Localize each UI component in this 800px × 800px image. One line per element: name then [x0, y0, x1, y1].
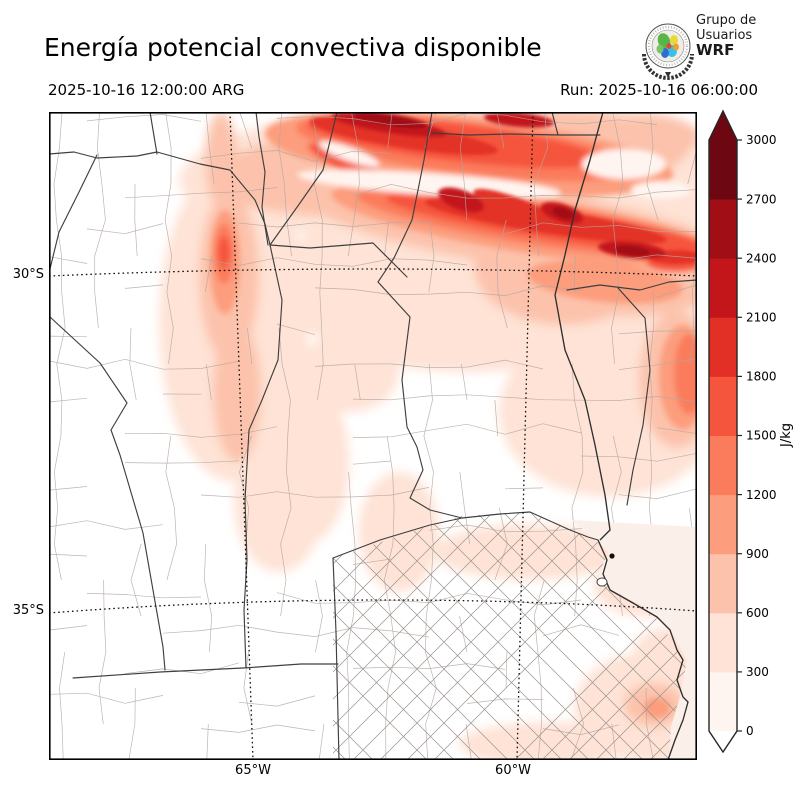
gridline-35s [49, 599, 697, 614]
lat-axis-label: 30°S [12, 267, 44, 282]
department-boundaries [49, 112, 697, 760]
run-time-label: Run: 2025-10-16 06:00:00 [560, 81, 758, 99]
colorbar-tick-label: 600 [746, 606, 769, 620]
colorbar-tick-label: 1800 [746, 370, 777, 384]
graticule [49, 112, 697, 760]
page-title: Energía potencial convectiva disponible [44, 33, 542, 62]
gridline-30s [49, 268, 697, 277]
map-canvas [49, 112, 697, 760]
buenos-aires-city-dot [609, 553, 615, 559]
colorbar-tick-label: 1500 [746, 429, 777, 443]
colorbar-over-arrow [709, 111, 737, 140]
lon-axis-label: 60°W [495, 763, 531, 778]
colorbar-tick-label: 3000 [746, 133, 777, 147]
delta-island [596, 577, 608, 587]
logo-text: Grupo de Usuarios WRF [696, 13, 756, 58]
logo-line-1: Grupo de [696, 13, 757, 28]
province-boundaries [49, 112, 697, 760]
cape-map-plot [49, 112, 697, 760]
logo-globe-icon [642, 23, 694, 80]
colorbar: 0 300 600 900 1200 1500 1800 2100 2400 2700 3000 J/… [708, 109, 794, 754]
map-border [49, 112, 697, 760]
colorbar-tick-label: 300 [746, 665, 769, 679]
wrf-users-group-logo: Grupo de Usuarios WRF [638, 10, 798, 82]
colorbar-under-arrow [709, 731, 737, 752]
lon-axis-label: 65°W [235, 763, 271, 778]
colorbar-tick-label: 2100 [746, 311, 777, 325]
colorbar-unit-label: J/kg [779, 423, 794, 448]
colorbar-tick-label: 2400 [746, 251, 777, 265]
colorbar-ticks: 0 300 600 900 1200 1500 1800 2100 2400 2700 3000 [737, 133, 777, 738]
colorbar-tick-label: 900 [746, 547, 769, 561]
valid-time-label: 2025-10-16 12:00:00 ARG [48, 81, 245, 99]
lat-axis-label: 35°S [12, 603, 44, 618]
logo-line-2: Usuarios [696, 28, 753, 43]
colorbar-tick-label: 0 [746, 724, 754, 738]
logo-line-3: WRF [696, 41, 735, 59]
colorbar-tick-label: 2700 [746, 192, 777, 206]
colorbar-tick-label: 1200 [746, 488, 777, 502]
colorbar-segments [709, 140, 737, 732]
cape-field-cores [310, 112, 697, 264]
